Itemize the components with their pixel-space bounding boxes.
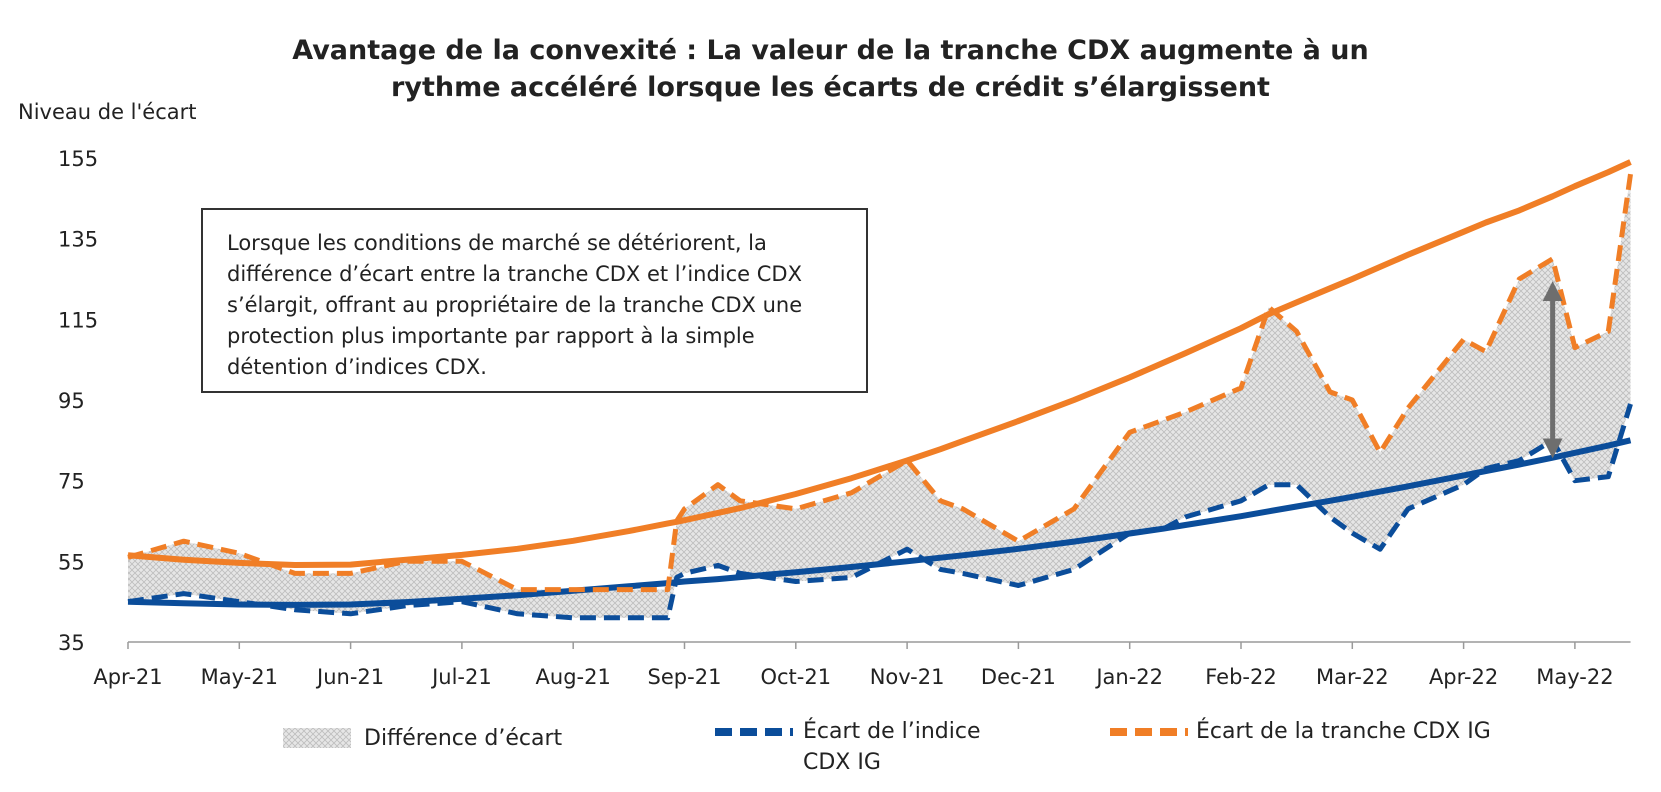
x-tick-label: May-21: [201, 665, 278, 689]
legend-label-index-line-2: CDX IG: [803, 750, 881, 775]
legend-label-spread-difference: Différence d’écart: [364, 726, 563, 751]
spread-difference-area: [128, 174, 1631, 618]
x-tick-label: Apr-21: [93, 665, 162, 689]
x-tick-label: Aug-21: [536, 665, 611, 689]
x-tick-label: Nov-21: [870, 665, 945, 689]
series-lines: [127, 159, 1633, 621]
y-tick-label: 75: [58, 470, 85, 494]
spread-difference-fill: [128, 174, 1631, 618]
series-line-tranche: [127, 173, 1633, 593]
annotation-box: Lorsque les conditions de marché se dété…: [201, 208, 868, 393]
x-tick-label: May-22: [1536, 665, 1613, 689]
chart-title-line-1: Avantage de la convexité : La valeur de …: [292, 35, 1369, 66]
y-tick-label: 135: [58, 228, 98, 252]
y-axis-label: Niveau de l'écart: [18, 100, 197, 124]
y-tick-label: 55: [58, 550, 85, 574]
y-tick-label: 155: [58, 147, 98, 171]
y-tick-label: 115: [58, 308, 98, 332]
trend-line-tranche: [127, 159, 1632, 568]
y-tick-label: 35: [58, 631, 85, 655]
x-tick-label: Feb-22: [1205, 665, 1276, 689]
x-tick-label: Jan-22: [1094, 665, 1163, 689]
legend-label-index: Écart de l’indice CDX IG: [803, 716, 981, 778]
x-axis: Apr-21 May-21 Jun-21 Jul-21 Aug-21 Sep-21 Oct-…: [93, 641, 1631, 689]
y-tick-label: 95: [58, 389, 85, 413]
chart-title: Avantage de la convexité : La valeur de …: [0, 32, 1661, 106]
trend-line-index: [127, 437, 1632, 608]
x-tick-label: Oct-21: [760, 665, 831, 689]
legend-swatch-index: [715, 728, 793, 736]
legend-swatch-tranche: [1110, 728, 1188, 736]
x-tick-label: Jun-21: [315, 665, 384, 689]
legend-label-index-line-1: Écart de l’indice: [803, 719, 981, 744]
legend-swatch-spread-difference: [283, 728, 351, 748]
series-line-index: [127, 403, 1633, 621]
legend-label-tranche: Écart de la tranche CDX IG: [1196, 719, 1491, 744]
x-tick-label: Sep-21: [648, 665, 722, 689]
chart-title-line-2: rythme accéléré lorsque les écarts de cr…: [391, 72, 1270, 103]
x-tick-label: Jul-21: [430, 665, 492, 689]
y-axis: 155 135 115 95 75 55 35: [58, 147, 98, 655]
x-tick-label: Mar-22: [1316, 665, 1389, 689]
x-tick-label: Dec-21: [981, 665, 1056, 689]
x-tick-label: Apr-22: [1429, 665, 1498, 689]
